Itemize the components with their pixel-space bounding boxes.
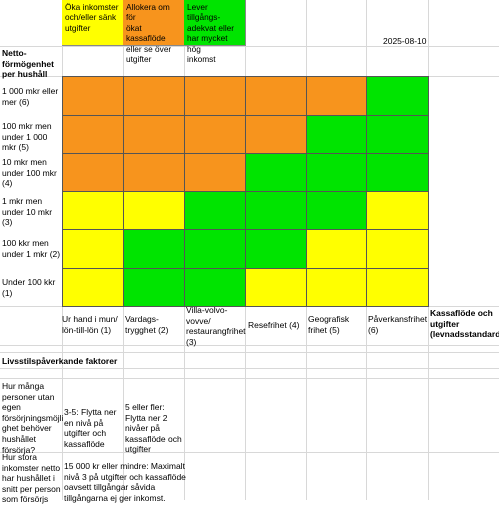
matrix-cell [245,115,307,154]
row-label-1: Under 100 kkr (1) [2,277,56,298]
matrix-cell [306,229,367,269]
legend-green: Lever tillgångs- adekvat eller har mycke… [184,0,246,64]
matrix-cell [306,115,367,154]
matrix-cell [245,153,307,192]
row-header-net-worth: Netto- förmögenhet per hushåll [2,48,54,80]
matrix-cell [123,268,185,307]
matrix-cell [184,268,246,307]
row-label-2: 100 kkr men under 1 mkr (2) [2,238,61,259]
answer-3-5-dependents: 3-5: Flytta ner en nivå på utgifter och … [64,407,117,449]
column-label-5: Geografisk frihet (5) [308,314,350,335]
row-label-4: 10 mkr men under 100 mkr (4) [2,157,57,189]
question-income-per-person: Hur stora inkomster netto har hushållet … [2,452,61,505]
matrix-cell [184,115,246,154]
matrix-cell [123,76,185,116]
legend-yellow: Öka inkomster och/eller sänk utgifter [62,0,124,46]
matrix-cell [306,76,367,116]
matrix-cell [366,229,429,269]
matrix-cell [245,191,307,230]
matrix-cell [366,268,429,307]
matrix-cell [123,191,185,230]
legend-orange: Allokera om för ökat kassaflöde eller se… [123,0,185,64]
column-label-2: Vardags- trygghet (2) [125,314,169,335]
matrix-cell [62,76,124,116]
column-header-cashflow: Kassaflöde och utgifter (levnadsstandard… [430,308,499,340]
matrix-cell [306,191,367,230]
matrix-cell [62,229,124,269]
lifestyle-title: Livsstilspåverkande faktorer [2,356,118,366]
matrix-cell [123,229,185,269]
matrix-cell [184,229,246,269]
matrix-cell [184,191,246,230]
matrix-cell [306,153,367,192]
date-cell: 2025-08-10 [383,36,427,46]
question-dependents: Hur många personer utan egen försörjning… [2,381,64,455]
column-label-1: Ur hand i mun/ lön-till-lön (1) [62,314,118,335]
matrix-cell [245,76,307,116]
column-label-6: Påverkansfrihet (6) [368,314,428,335]
matrix-cell [366,153,429,192]
column-label-4: Resefrihet (4) [248,320,300,330]
matrix-cell [62,153,124,192]
matrix-cell [245,229,307,269]
row-label-3: 1 mkr men under 10 mkr (3) [2,196,53,228]
row-label-6: 1 000 mkr eller mer (6) [2,86,59,107]
matrix-cell [62,115,124,154]
matrix-cell [306,268,367,307]
matrix-cell [123,153,185,192]
matrix-cell [62,268,124,307]
matrix-cell [245,268,307,307]
answer-low-income: 15 000 kr eller mindre: Maximalt nivå 3 … [64,461,186,503]
matrix-cell [366,115,429,154]
matrix-cell [62,191,124,230]
answer-5-plus-dependents: 5 eller fler: Flytta ner 2 nivåer på kas… [125,402,182,455]
matrix-cell [184,153,246,192]
matrix-cell [184,76,246,116]
row-label-5: 100 mkr men under 1 000 mkr (5) [2,121,52,153]
matrix-cell [366,191,429,230]
matrix-cell [366,76,429,116]
matrix-cell [123,115,185,154]
column-label-3: Villa-volvo- vovve/ restaurangfrihet (3) [186,305,246,347]
